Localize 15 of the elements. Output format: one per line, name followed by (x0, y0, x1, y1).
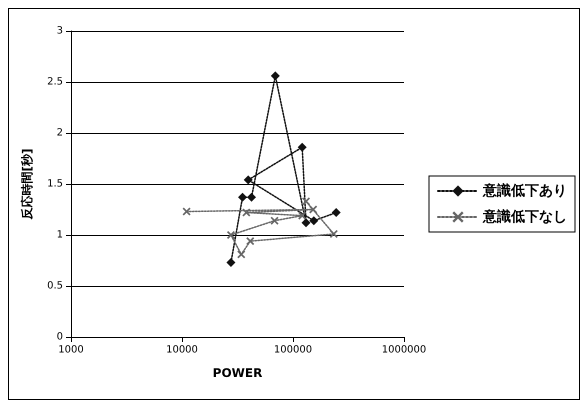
y-tick-label: 2 (56, 128, 63, 138)
y-tick-label: 1 (56, 230, 63, 240)
x-axis-title: POWER (212, 366, 262, 380)
y-tick-label: 2.5 (47, 76, 63, 88)
x-tick-label: 1000 (58, 344, 84, 356)
legend-label: 意識低下なし (482, 208, 567, 225)
y-axis-title: 反応時間[秒] (20, 148, 34, 220)
y-tick-label: 0 (56, 332, 63, 342)
y-tick-label: 1.5 (47, 178, 63, 190)
x-tick-label: 10000 (166, 344, 198, 356)
y-tick-label: 3 (56, 26, 63, 36)
legend-label: 意識低下あり (482, 182, 567, 199)
x-tick-label: 1000000 (382, 344, 426, 356)
x-tick-label: 100000 (274, 344, 312, 356)
y-tick-label: 0.5 (47, 280, 63, 292)
